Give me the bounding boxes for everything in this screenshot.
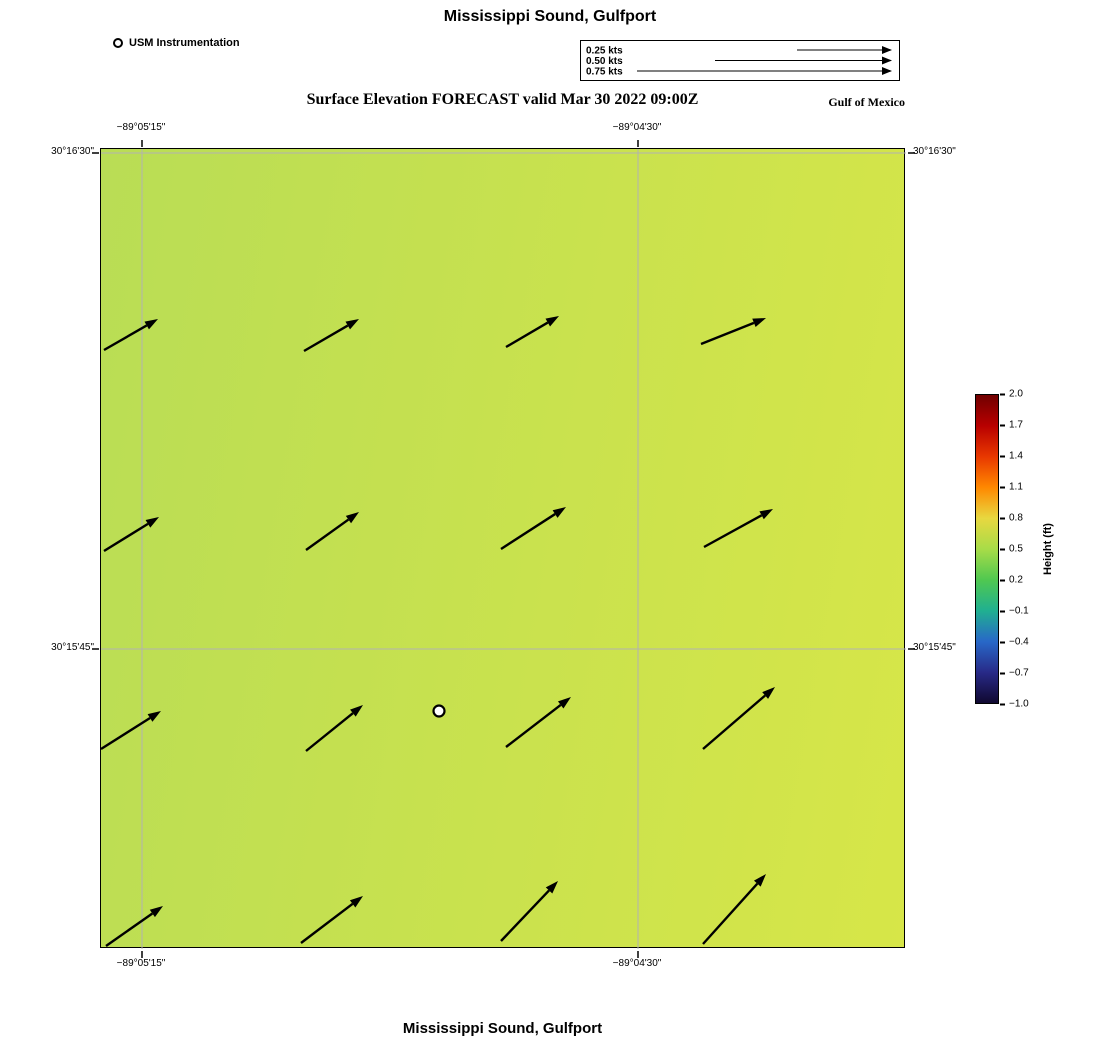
y-tick-label-left-top: 30°16'30"	[51, 146, 94, 157]
velocity-scale-label: 0.50 kts	[586, 56, 623, 67]
map-overlay	[92, 140, 915, 958]
velocity-scale-arrow	[797, 46, 892, 54]
velocity-scale-label: 0.25 kts	[586, 46, 623, 57]
colorbar-tick-mark	[1000, 579, 1005, 581]
colorbar-tick-label: 0.8	[1009, 512, 1023, 524]
velocity-scale-legend: 0.25 kts 0.50 kts 0.75 kts	[580, 40, 900, 81]
colorbar-tick-mark	[1000, 548, 1005, 550]
station-legend-label: USM Instrumentation	[129, 37, 240, 49]
x-tick-label-top-left: −89°05'15"	[116, 122, 166, 133]
station-marker-icon	[113, 38, 123, 48]
colorbar-tick-label: −0.1	[1009, 605, 1029, 617]
current-vector-arrow	[103, 319, 158, 352]
colorbar-tick: −0.4	[1000, 637, 1029, 648]
current-vector-arrow	[505, 697, 571, 748]
current-vector-arrow	[702, 874, 766, 945]
y-tick-label-left-bottom: 30°15'45"	[51, 642, 94, 653]
colorbar-tick: 1.7	[1000, 420, 1023, 431]
velocity-scale-label: 0.75 kts	[586, 67, 623, 78]
station-legend: USM Instrumentation	[113, 37, 240, 49]
current-vector-arrow	[105, 906, 163, 947]
current-vector-arrow	[305, 512, 359, 551]
colorbar-tick-label: 0.2	[1009, 574, 1023, 586]
velocity-scale-arrow	[715, 56, 892, 65]
colorbar-tick-mark	[1000, 703, 1005, 705]
colorbar-tick-label: −0.4	[1009, 636, 1029, 648]
colorbar-tick-label: −0.7	[1009, 667, 1029, 679]
current-vector-arrow	[505, 316, 559, 349]
colorbar-tick-list: 2.0 1.7 1.4 1.1 0.8 0.5 0.2 −0.1 −0.4 −0.7 −1.0	[1000, 389, 1060, 710]
colorbar-tick-mark	[1000, 517, 1005, 519]
forecast-subtitle: Surface Elevation FORECAST valid Mar 30 …	[306, 91, 699, 108]
current-vector-arrow	[702, 687, 775, 750]
map-plot-area	[92, 140, 915, 958]
colorbar-tick: 2.0	[1000, 389, 1023, 400]
figure-title-bottom: Mississippi Sound, Gulfport	[402, 1020, 603, 1037]
colorbar-tick-mark	[1000, 610, 1005, 612]
current-vector-arrow	[300, 896, 363, 944]
colorbar-tick: −0.1	[1000, 606, 1029, 617]
current-vector-arrow	[500, 881, 558, 942]
colorbar-tick: 1.1	[1000, 482, 1023, 493]
current-vector-arrow	[305, 705, 363, 752]
current-vector-arrow	[100, 711, 161, 751]
colorbar-title: Height (ft)	[1042, 523, 1054, 575]
current-vector-arrow	[700, 318, 766, 346]
usm-station-marker	[432, 704, 446, 718]
colorbar-tick: 0.5	[1000, 544, 1023, 555]
colorbar	[975, 394, 999, 704]
colorbar-tick-label: 1.1	[1009, 481, 1023, 493]
colorbar-tick-mark	[1000, 672, 1005, 674]
colorbar-tick-label: 1.7	[1009, 419, 1023, 431]
y-tick-label-right-bottom: 30°15'45"	[913, 642, 956, 653]
x-tick-label-bottom-left: −89°05'15"	[116, 958, 166, 969]
x-tick-label-bottom-right: −89°04'30"	[612, 958, 662, 969]
colorbar-tick-mark	[1000, 424, 1005, 426]
current-vector-arrow	[500, 507, 566, 551]
colorbar-tick: −1.0	[1000, 699, 1029, 710]
current-vector-arrow	[303, 319, 359, 353]
figure-title-top: Mississippi Sound, Gulfport	[443, 8, 657, 25]
colorbar-tick-mark	[1000, 641, 1005, 643]
colorbar-tick-label: 2.0	[1009, 388, 1023, 400]
colorbar-tick-mark	[1000, 486, 1005, 488]
colorbar-tick: 0.2	[1000, 575, 1023, 586]
colorbar-tick-mark	[1000, 393, 1005, 395]
y-tick-label-right-top: 30°16'30"	[913, 146, 956, 157]
colorbar-tick-label: −1.0	[1009, 698, 1029, 710]
colorbar-tick-label: 1.4	[1009, 450, 1023, 462]
colorbar-tick: −0.7	[1000, 668, 1029, 679]
colorbar-tick-label: 0.5	[1009, 543, 1023, 555]
region-label: Gulf of Mexico	[828, 95, 905, 109]
velocity-scale-arrow	[637, 67, 892, 75]
current-vector-arrow	[703, 509, 773, 549]
colorbar-tick-mark	[1000, 455, 1005, 457]
colorbar-tick: 0.8	[1000, 513, 1023, 524]
x-tick-label-top-right: −89°04'30"	[612, 122, 662, 133]
current-vector-arrow	[103, 517, 159, 553]
colorbar-tick: 1.4	[1000, 451, 1023, 462]
